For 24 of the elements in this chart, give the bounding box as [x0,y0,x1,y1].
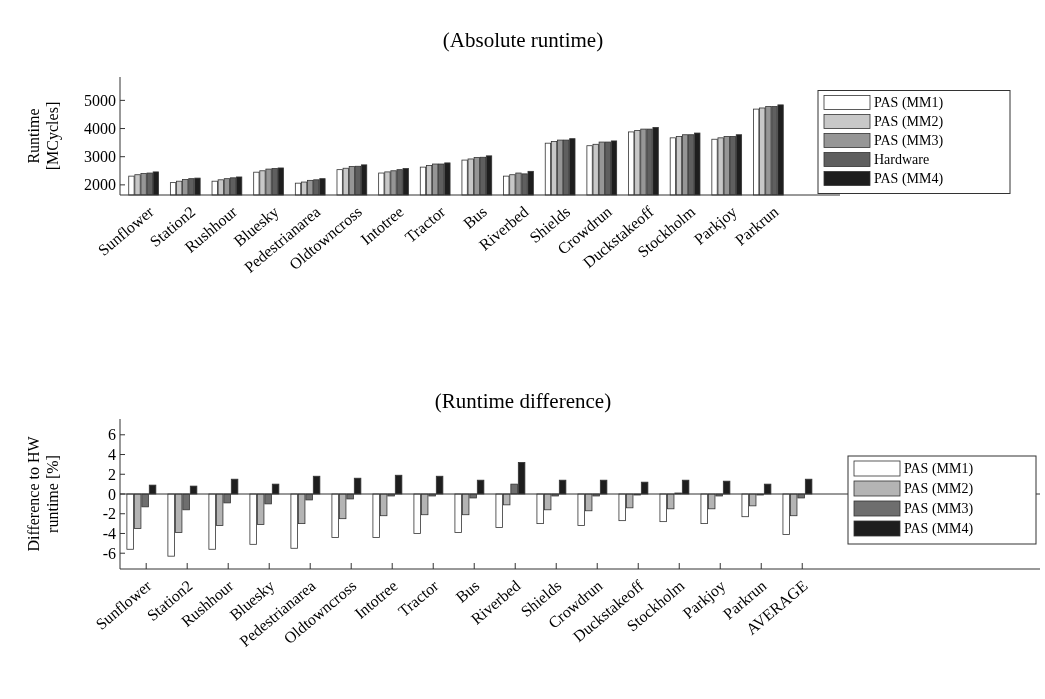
legend-label: PAS (MM2) [904,481,974,498]
legend-label: PAS (MM2) [874,114,944,131]
legend-label: PAS (MM1) [904,461,974,478]
y-axis-title: Difference to HW runtime [%] [25,435,61,552]
y-tick-label: -2 [102,505,116,523]
y-tick-label: 3000 [84,148,116,166]
y-tick-label: 0 [108,485,116,503]
legend-label: PAS (MM3) [904,501,974,518]
y-tick-label: -4 [102,525,116,543]
legend-label: PAS (MM4) [874,171,944,188]
y-tick-label: 4 [108,446,116,464]
legend-label: PAS (MM3) [874,133,944,150]
y-tick-label: 2 [108,465,116,483]
y-tick-label: 4000 [84,120,116,138]
y-tick-label: -6 [102,544,116,562]
y-tick-label: 2000 [84,176,116,194]
legend-label: PAS (MM1) [874,95,944,112]
y-tick-label: 6 [108,426,116,444]
chart-title: (Absolute runtime) [442,28,604,52]
legend-label: Hardware [874,152,930,168]
chart-title: (Runtime difference) [434,389,612,413]
legend-label: PAS (MM4) [904,521,974,538]
y-tick-label: 5000 [84,91,116,109]
y-axis-title: Runtime [MCycles] [25,101,62,171]
